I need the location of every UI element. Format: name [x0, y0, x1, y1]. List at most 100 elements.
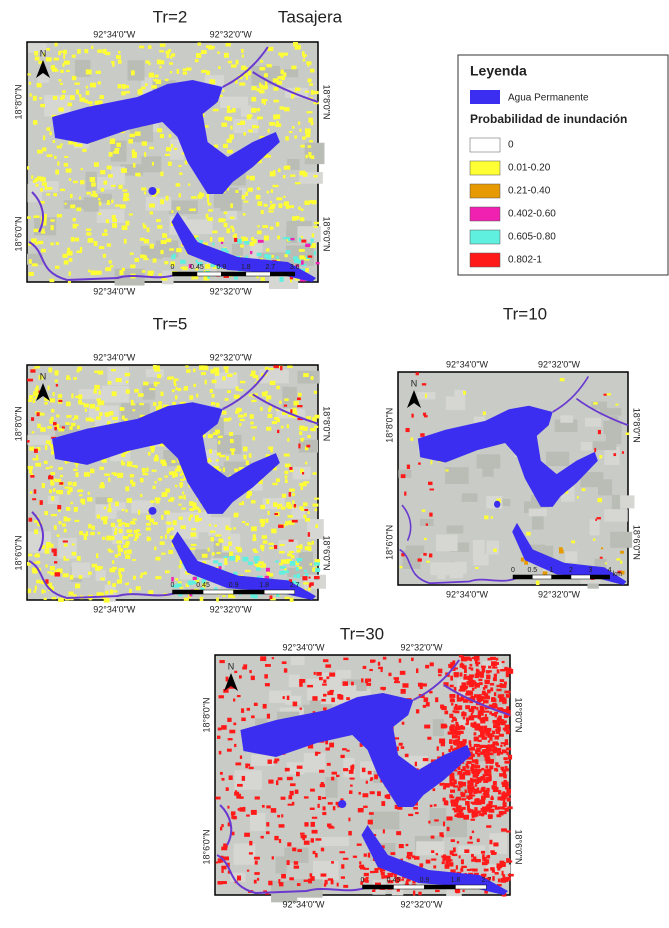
flood-cell [236, 794, 241, 799]
flood-cell [300, 145, 304, 148]
flood-cell [240, 419, 245, 421]
scale-label: 0 [361, 877, 365, 884]
flood-cell [305, 244, 310, 247]
flood-cell [239, 503, 244, 505]
flood-cell [240, 245, 243, 248]
map-title: Tr=2 [153, 7, 188, 26]
flood-cell [292, 802, 294, 806]
flood-cell [140, 575, 143, 578]
flood-cell [496, 689, 501, 691]
flood-cell [311, 541, 314, 545]
flood-cell [260, 60, 263, 63]
flood-cell [46, 440, 49, 444]
flood-cell [450, 724, 455, 726]
scale-bar [173, 590, 204, 594]
flood-cell [161, 553, 165, 555]
flood-cell [224, 223, 228, 227]
flood-cell [273, 115, 277, 120]
flood-cell [149, 388, 155, 390]
flood-cell [381, 876, 384, 879]
flood-cell [368, 853, 370, 858]
flood-cell [155, 75, 159, 78]
flood-cell [268, 129, 270, 133]
flood-cell [132, 519, 137, 521]
flood-cell [117, 475, 123, 478]
flood-cell [489, 809, 495, 813]
flood-cell [28, 466, 33, 469]
flood-cell [595, 519, 597, 521]
flood-cell [234, 373, 237, 375]
flood-cell [475, 749, 478, 754]
flood-cell [484, 717, 489, 721]
flood-cell [480, 706, 483, 711]
flood-cell [479, 682, 483, 685]
flood-cell [332, 772, 337, 775]
flood-cell [314, 415, 319, 419]
flood-cell [311, 838, 314, 842]
flood-cell [123, 536, 129, 540]
flood-cell [157, 128, 162, 132]
flood-cell [290, 238, 294, 241]
flood-cell [455, 730, 457, 733]
flood-cell [304, 841, 310, 845]
flood-cell [69, 426, 72, 430]
flood-cell [180, 473, 182, 476]
flood-cell [480, 745, 486, 748]
flood-cell [168, 49, 171, 52]
flood-cell [456, 813, 462, 816]
flood-cell [607, 393, 611, 395]
flood-cell [136, 586, 141, 590]
flood-cell [478, 715, 481, 719]
flood-cell [257, 253, 262, 256]
flood-cell [196, 53, 201, 58]
flood-cell [88, 238, 94, 243]
flood-cell [449, 726, 454, 731]
flood-cell [189, 395, 193, 399]
flood-cell [222, 881, 227, 884]
flood-cell [482, 691, 486, 696]
flood-cell [28, 554, 32, 556]
flood-cell [216, 459, 219, 461]
legend-swatch [470, 230, 500, 244]
flood-cell [32, 568, 37, 572]
flood-cell [450, 676, 453, 681]
flood-cell [169, 134, 172, 137]
flood-cell [218, 441, 220, 445]
flood-cell [369, 669, 372, 671]
flood-cell [346, 750, 349, 752]
flood-cell [492, 870, 495, 873]
flood-cell [76, 90, 79, 95]
flood-cell [323, 680, 326, 683]
flood-cell [82, 149, 86, 152]
flood-cell [46, 57, 52, 61]
flood-cell [159, 50, 164, 52]
flood-cell [209, 449, 212, 453]
terrain [447, 525, 464, 533]
terrain [297, 371, 319, 384]
flood-cell [507, 793, 510, 796]
flood-cell [272, 856, 274, 859]
flood-cell [428, 482, 433, 485]
flood-cell [266, 831, 270, 834]
flood-cell [251, 426, 257, 428]
flood-cell [62, 90, 66, 93]
flood-cell [273, 502, 277, 507]
flood-cell [128, 139, 133, 143]
flood-cell [260, 656, 266, 661]
flood-cell [73, 181, 78, 183]
flood-cell [242, 776, 245, 781]
flood-cell [74, 83, 79, 85]
legend-label: 0 [508, 140, 514, 151]
flood-cell [42, 182, 47, 185]
flood-cell [485, 774, 488, 777]
flood-cell [327, 691, 333, 695]
flood-cell [72, 55, 76, 58]
flood-cell [469, 757, 472, 759]
flood-cell [448, 749, 451, 752]
flood-cell [49, 489, 52, 493]
flood-cell [98, 213, 101, 215]
flood-cell [442, 857, 445, 862]
flood-cell [483, 700, 489, 703]
flood-cell [287, 424, 289, 428]
flood-cell [326, 676, 329, 679]
